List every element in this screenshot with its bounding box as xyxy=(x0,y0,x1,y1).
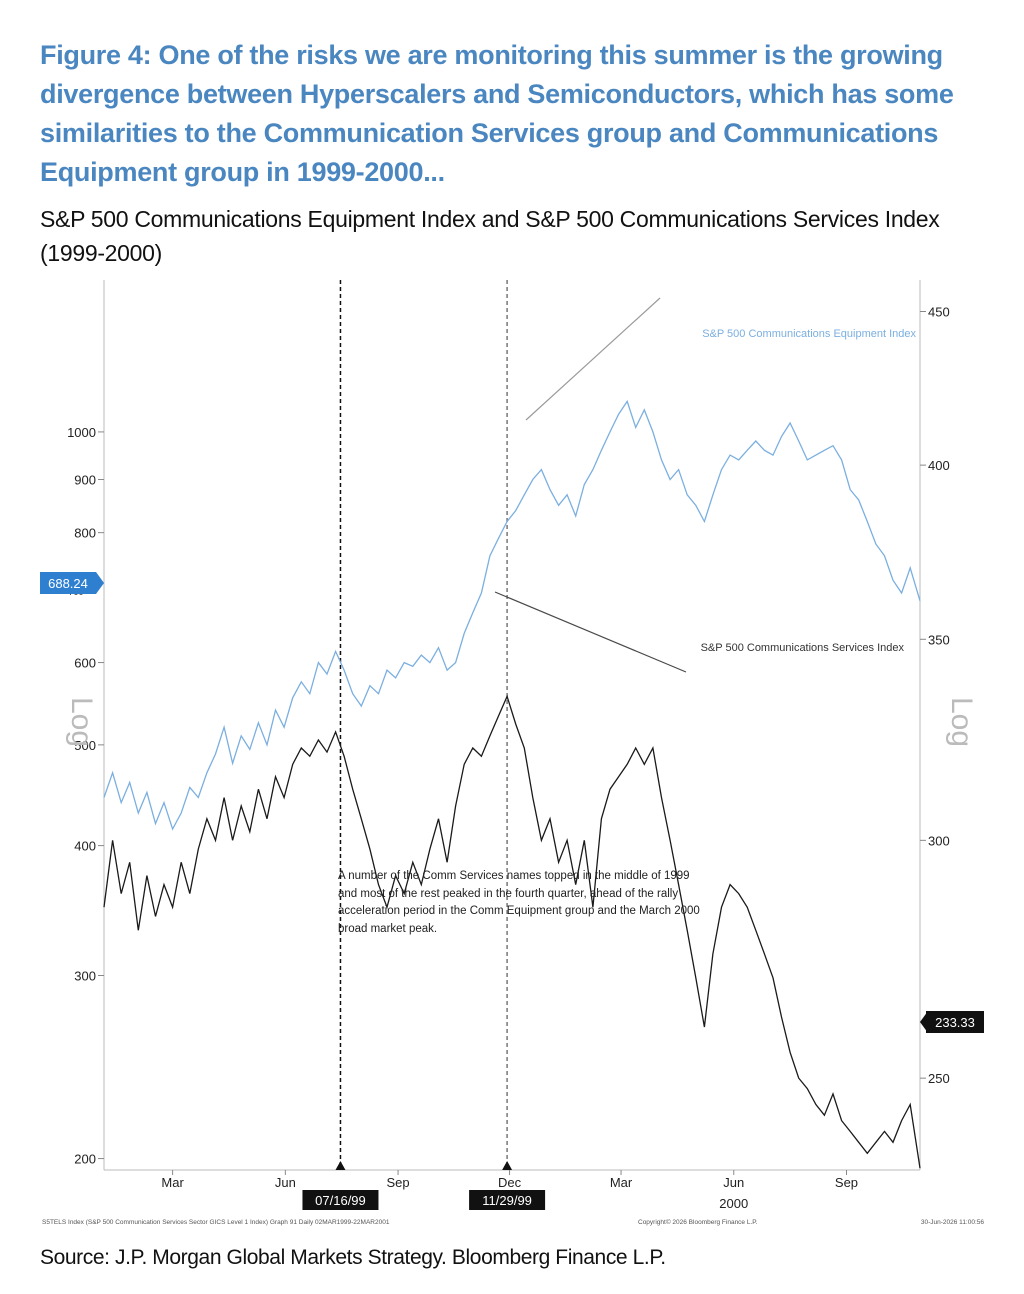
series-line-communications-equipment xyxy=(103,399,921,831)
right-tick-label: 450 xyxy=(928,304,950,319)
services-trend-line xyxy=(494,591,687,673)
x-tick-label: Jun xyxy=(723,1175,744,1190)
left-axis-ticks: 2003004005006008009001000700 xyxy=(67,425,104,1167)
x-tick-label: Dec xyxy=(498,1175,522,1190)
x-year-label: 2000 xyxy=(719,1196,748,1211)
event-date-badge xyxy=(302,1190,379,1210)
footer-center: Copyright© 2026 Bloomberg Finance L.P. xyxy=(638,1218,758,1226)
chart-annotation: A number of the Comm Services names topp… xyxy=(338,870,700,935)
equipment-trend-line xyxy=(525,297,661,421)
footer-left: S5TELS Index (S&P 500 Communication Serv… xyxy=(42,1219,390,1226)
left-tick-label: 800 xyxy=(74,526,96,541)
event-date-label: 07/16/99 xyxy=(315,1193,366,1208)
event-marker xyxy=(335,1161,346,1170)
right-axis-ticks: 250 300 350 400 450 xyxy=(920,304,950,1086)
right-axis-label: Log xyxy=(945,697,978,747)
left-tick-label: 900 xyxy=(74,472,96,487)
x-tick-label: Mar xyxy=(610,1175,633,1190)
series-label-communications-services: S&P 500 Communications Services Index xyxy=(701,642,905,654)
event-date-badge xyxy=(469,1190,546,1210)
left-tick-label: 600 xyxy=(74,656,96,671)
last-value-badge-services: 233.33 xyxy=(920,1011,984,1033)
right-tick-label: 400 xyxy=(928,458,950,473)
left-tick-label: 200 xyxy=(74,1152,96,1167)
event-date-label: 11/29/99 xyxy=(482,1193,532,1208)
left-tick-label: 500 xyxy=(74,738,96,753)
x-tick-label: Jun xyxy=(275,1175,296,1190)
figure-title: Figure 4: One of the risks we are monito… xyxy=(40,40,954,187)
last-value-badge-equipment: 688.24 xyxy=(40,572,104,594)
right-tick-label: 350 xyxy=(928,632,950,647)
left-tick-label: 1000 xyxy=(67,425,96,440)
event-marker xyxy=(502,1161,513,1170)
left-axis-label: Log xyxy=(65,697,98,747)
x-tick-label: Mar xyxy=(161,1175,184,1190)
footer-right: 30-Jun-2026 11:00:56 xyxy=(921,1219,985,1226)
left-tick-label: 400 xyxy=(74,839,96,854)
series-label-communications-equipment: S&P 500 Communications Equipment Index xyxy=(702,328,916,340)
figure-source: Source: J.P. Morgan Global Markets Strat… xyxy=(40,1246,666,1269)
chart-svg: 2003004005006008009001000700 25030035040… xyxy=(40,280,985,1226)
x-tick-label: Sep xyxy=(835,1175,858,1190)
last-value-services: 233.33 xyxy=(935,1015,975,1030)
event-lines: 07/16/99 11/29/99 xyxy=(302,280,546,1210)
figure-subtitle: S&P 500 Communications Equipment Index a… xyxy=(40,206,940,266)
x-tick-label: Sep xyxy=(386,1175,409,1190)
right-tick-label: 300 xyxy=(928,833,950,848)
x-axis-ticks: Mar Jun Sep Dec Mar Jun Sep 2000 xyxy=(161,1170,858,1211)
left-tick-label: 300 xyxy=(74,969,96,984)
last-value-equipment: 688.24 xyxy=(48,576,88,591)
right-tick-label: 250 xyxy=(928,1071,950,1086)
series-line-communications-services xyxy=(103,694,921,1169)
